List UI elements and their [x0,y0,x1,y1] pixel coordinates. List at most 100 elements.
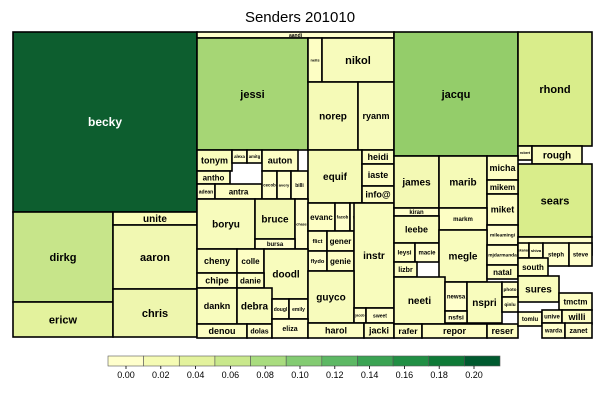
colorbar-swatch-8 [392,355,430,367]
treemap-label-becky: becky [88,115,122,129]
treemap-rect-chris [112,288,198,338]
treemap-label-cecob: cecob [263,183,276,188]
treemap-cell-willi: willi [561,309,593,325]
colorbar-swatch-10 [464,355,501,367]
colorbar-tick-label-2: 0.04 [187,370,205,380]
treemap-label-debra: debra [241,302,269,313]
treemap-cell-sures: sures [517,275,560,303]
treemap-label-chris: chris [142,308,168,320]
treemap-label-mjdarmanda: mjdarmanda [488,253,517,259]
colorbar-tick-label-5: 0.10 [291,370,309,380]
treemap-cell-alexa: alexa [231,149,248,164]
treemap-cell-iaste: iaste [361,163,395,187]
treemap-cell-rafer: rafer [393,323,423,339]
treemap-cell-nikol: nikol [321,37,395,83]
treemap-cell-ericw: ericw [12,301,114,338]
treemap-cell-unite: unite [112,211,198,226]
treemap-label-willi: willi [567,312,585,322]
treemap-rect-marib [438,155,488,209]
treemap-cell-danie: danie [236,272,265,289]
treemap-label-shiva: shiva [531,248,542,253]
treemap-cell-miket: miket [486,193,519,226]
treemap-rect-guyco [307,270,355,324]
treemap-label-info@: info@ [365,190,390,200]
treemap-cell-gener: gener [326,230,355,252]
treemap-label-natal: natal [493,268,512,277]
treemap-label-doodl: doodl [272,270,299,281]
treemap-cell-info@: info@ [361,185,395,204]
treemap-label-ericw: ericw [49,314,78,326]
colorbar-tick-label-7: 0.14 [361,370,379,380]
treemap-label-facob: facob [337,215,349,220]
treemap-rect-zanet [564,322,593,339]
treemap-cell-james: james [393,155,440,209]
treemap-cell-becky: becky [12,31,198,213]
chart-title: Senders 201010 [244,9,356,26]
treemap-label-sears: sears [541,195,570,207]
treemap-label-kiran: kiran [409,210,424,216]
treemap-rect-sears [517,163,593,238]
treemap-cell-heidi: heidi [361,149,395,165]
treemap-label-heidi: heidi [367,152,388,162]
treemap-label-megle: megle [449,252,478,263]
treemap-label-genie: genie [330,257,351,266]
treemap-rect-sures [517,275,560,303]
treemap-label-neils: neils [310,57,320,62]
treemap-cell-adean: adean [196,183,216,200]
treemap-cells: becky dirkg ericw unite aaron chris aandi jessi… [12,31,593,339]
treemap-label-neeti: neeti [408,296,432,307]
treemap-cell-instr: instr [353,202,395,309]
treemap-cell-shiva: shiva [528,242,544,259]
treemap-label-rough: rough [543,151,571,162]
treemap-cell-zanet: zanet [564,322,593,339]
treemap-cell-mikem: mikem [486,179,519,195]
colorbar-tick-label-10: 0.20 [465,370,483,380]
treemap-label-ryanm: ryanm [362,111,389,121]
treemap-rect-rhond [517,31,593,147]
treemap-cell-harol: harol [307,322,365,339]
treemap-cell-tmctm: tmctm [558,292,593,311]
treemap-cell-eliza: eliza [271,318,309,339]
treemap-label-iaste: iaste [368,170,389,180]
treemap-cell-emily: emily [288,298,309,320]
treemap-label-chase: chase [296,222,306,226]
treemap-label-sures: sures [525,285,552,296]
treemap-label-danie: danie [240,276,261,285]
treemap-cell-mileamingi: mileamingi [486,224,519,246]
treemap-rect-leebe [393,215,440,244]
treemap-cell-boryu: boryu [196,198,256,250]
treemap-label-unite: unite [143,214,167,225]
treemap-rect-debra [236,287,273,325]
treemap-label-rhond: rhond [539,84,570,96]
treemap-label-skanat: skanat [518,249,530,253]
treemap-cell-chipe: chipe [196,272,238,289]
treemap-cell-dolas: dolas [246,323,273,339]
colorbar-swatch-1 [143,355,180,367]
treemap-label-instr: instr [363,251,385,262]
treemap-label-gener: gener [330,237,352,246]
treemap-label-jacob: jacob [354,314,364,318]
treemap-label-dolas: dolas [250,328,268,335]
treemap-label-cheny: cheny [204,256,230,266]
colorbar-swatch-5 [285,355,323,367]
treemap-cell-chris: chris [112,288,198,338]
treemap-cell-dougl: dougl [271,298,290,320]
treemap-label-norep: norep [319,112,347,123]
treemap-label-nsfsi: nsfsi [448,314,464,321]
treemap-rect-nsfsi [444,310,468,324]
treemap-cell-aaron: aaron [112,224,198,290]
treemap-cell-amitg: amitg [246,149,263,164]
treemap-cell-nspri: nspri [466,281,503,324]
treemap-rect-nikol [321,37,395,83]
treemap-cell-skanat: skanat [517,242,530,259]
treemap-rect-ryanm [357,81,395,151]
treemap-label-flict: flict [312,239,322,245]
treemap-label-chipe: chipe [205,276,229,286]
treemap-label-tomlu: tomlu [522,317,539,323]
colorbar-legend: 0.00 0.02 0.04 0.06 0.08 0.10 0.12 0.14 0.16 0.18… [107,355,501,380]
treemap-label-micha: micha [489,163,516,173]
treemap-cell-jessi: jessi [196,37,309,151]
treemap-cell-chase: chase [294,198,309,250]
treemap-cell-robert: robert [517,145,533,161]
